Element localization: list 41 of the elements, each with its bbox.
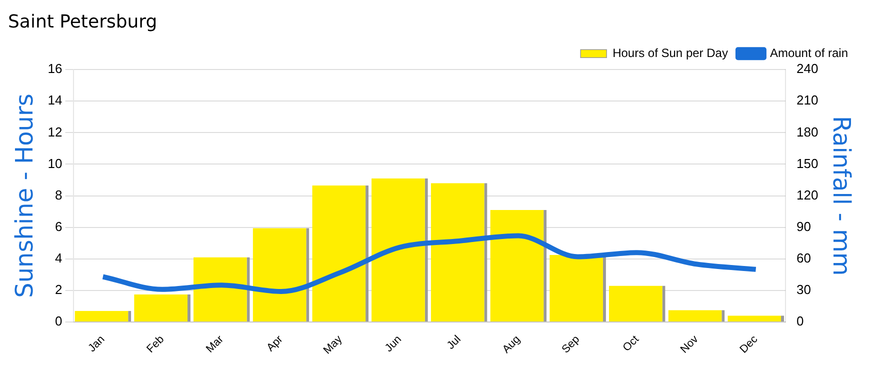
x-tick-label: Mar [204,333,226,356]
y-tick-label: 12 [48,124,62,140]
x-tick-label: Jul [444,333,464,352]
bar [372,178,425,322]
x-tick-label: Jan [86,333,108,354]
y-tick-label: 0 [55,314,62,329]
y2-tick-label: 90 [796,218,811,234]
legend-label: Hours of Sun per Day [612,46,728,60]
y-tick-label: 14 [48,92,62,108]
y2-tick-label: 210 [796,92,818,108]
x-tick-label: Feb [144,333,167,356]
bar [608,286,662,322]
chart-title: Saint Petersburg [8,11,158,32]
y2-tick-label: 60 [796,250,811,266]
bar [134,294,188,322]
y-tick-label: 6 [55,218,62,234]
y2-tick-label: 180 [796,124,818,140]
bar [193,257,247,322]
x-tick-label: Apr [264,333,286,354]
legend-label: Amount of rain [770,46,848,60]
y-tick-label: 4 [55,250,62,266]
y-tick-label: 16 [48,61,62,76]
x-tick-label: Dec [738,333,760,356]
y-tick-label: 10 [48,156,62,171]
x-tick-label: Oct [620,333,642,354]
bar [550,254,603,322]
y2-tick-label: 0 [796,314,804,329]
y-tick-label: 2 [55,282,62,298]
y2-tick-label: 120 [796,187,818,202]
y-tick-label: 8 [55,187,62,202]
x-tick-label: Jun [382,333,404,354]
x-tick-label: Aug [500,333,523,356]
y2-tick-label: 150 [796,156,818,171]
x-tick-label: Nov [678,333,702,356]
y2-axis-title: Rainfall - mm [827,116,856,276]
y2-tick-label: 30 [796,282,811,298]
y2-tick-label: 240 [796,61,818,76]
x-tick-label: May [321,333,345,357]
y-axis-title: Sunshine - Hours [10,94,39,298]
bar [430,183,484,322]
x-tick-label: Sep [560,333,582,356]
